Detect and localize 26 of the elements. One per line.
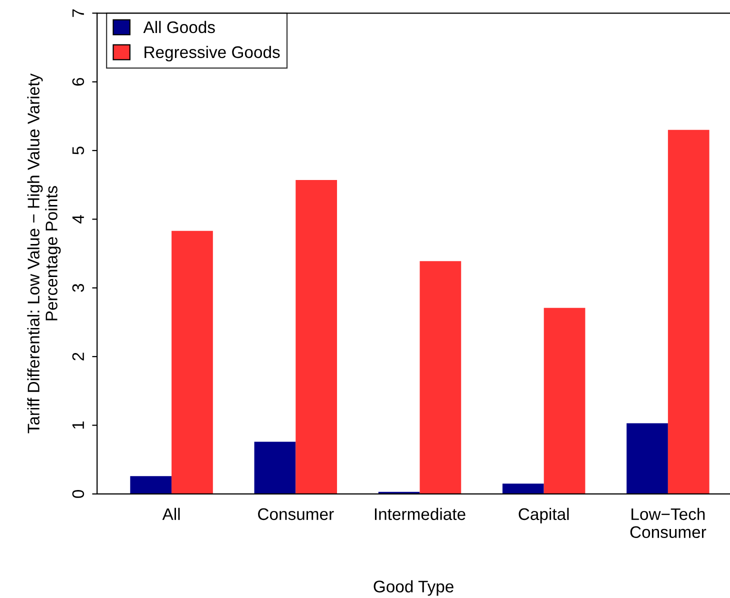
y-tick-label: 4 bbox=[72, 215, 84, 224]
bar bbox=[254, 442, 296, 494]
y-tick-label: 5 bbox=[72, 146, 84, 154]
x-axis-title: Good Type bbox=[374, 580, 454, 596]
bar bbox=[172, 230, 213, 494]
y-tick-label: 2 bbox=[72, 352, 84, 360]
x-tick-label: Intermediate bbox=[374, 508, 466, 520]
x-tick-label: Low−Tech Consumer bbox=[630, 508, 706, 538]
y-tick-label: 0 bbox=[72, 490, 84, 498]
legend-label: All Goods bbox=[143, 20, 215, 34]
y-tick-label: 6 bbox=[72, 78, 84, 86]
legend-label: Regressive Goods bbox=[144, 46, 280, 62]
x-tick-label: All bbox=[162, 508, 180, 520]
bar bbox=[626, 423, 668, 494]
bar bbox=[296, 180, 338, 494]
x-tick-label: Capital bbox=[518, 508, 569, 524]
y-axis-title: Tariff Differential: Low Value − High Value Variety Percentage Points bbox=[27, 73, 61, 434]
x-tick-label: Consumer bbox=[258, 508, 334, 520]
bar bbox=[544, 308, 586, 494]
y-tick-label: 1 bbox=[72, 421, 84, 429]
bar bbox=[130, 476, 172, 494]
bar bbox=[420, 261, 462, 494]
bar bbox=[668, 130, 710, 494]
y-tick-label: 3 bbox=[72, 284, 84, 292]
bar bbox=[502, 484, 544, 494]
y-tick-label: 7 bbox=[72, 9, 84, 17]
